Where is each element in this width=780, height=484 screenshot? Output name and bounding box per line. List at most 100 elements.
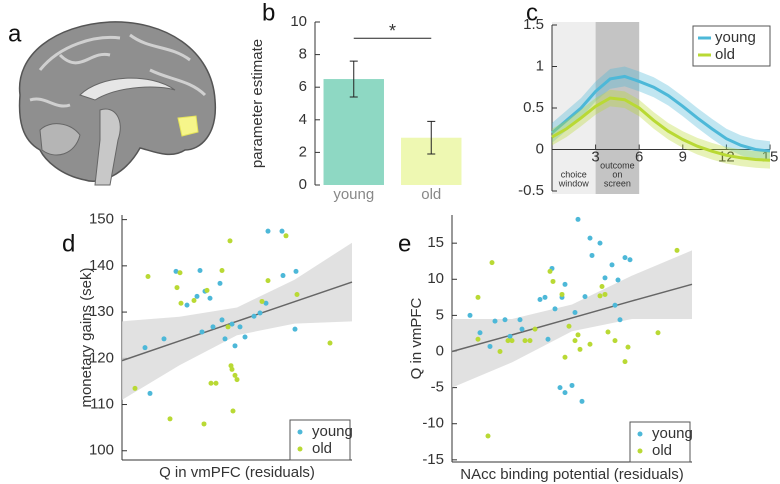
legend-swatch [637,448,643,454]
panel-label: b [262,0,275,26]
point [505,338,511,344]
point [566,323,572,329]
legend-swatch [637,431,643,437]
point [219,267,225,273]
point [572,310,578,315]
legend-swatch [297,429,303,435]
point [562,281,568,287]
point [197,267,203,273]
point [487,343,493,349]
point [602,275,608,281]
point [597,293,603,299]
point [519,326,525,332]
point [517,317,523,323]
point [229,321,235,327]
time-window-label: outcome [600,160,635,170]
point [587,341,593,347]
point [167,416,173,422]
point [497,349,503,354]
point [232,372,238,378]
x-axis-label: NAcc binding potential (residuals) [460,466,683,483]
point [213,380,219,386]
point [227,238,233,244]
series-line [551,96,771,162]
point [237,324,243,330]
point [177,270,183,276]
point [609,262,615,268]
point [559,291,565,297]
point [587,235,593,241]
point [161,336,167,342]
y-tick-label: 15 [427,234,444,251]
point [562,390,568,396]
point [582,294,588,300]
point [219,317,225,323]
brain-image [18,21,217,186]
time-window-label: on [612,169,622,179]
point [475,336,481,342]
y-tick-label: 0 [299,176,307,193]
legend-label: young [312,423,353,440]
point [612,338,618,344]
x-tick-label: old [421,186,441,203]
time-window-label: screen [604,178,631,188]
point [542,294,548,300]
point [230,408,236,414]
point [280,273,286,279]
point [475,294,481,300]
x-tick-label: 3 [591,148,599,165]
annotation: * [389,21,396,41]
legend-box [629,421,691,463]
time-window [595,22,640,194]
y-tick-label: 100 [89,442,114,459]
legend-label: young [715,29,756,46]
error-bar [349,60,358,98]
point [532,326,538,332]
point [605,329,611,335]
panel-label: d [62,230,75,257]
point [550,278,556,284]
point [467,312,473,318]
y-tick-label: -10 [422,415,444,432]
point [577,346,583,352]
point [199,329,205,335]
y-axis-label: Q in vmPFC [408,298,425,380]
point [217,280,223,286]
point [222,336,228,342]
legend-label: old [652,442,672,459]
point [599,284,605,289]
point [572,338,578,344]
point [132,385,138,391]
x-axis-label: Q in vmPFC (residuals) [159,464,315,481]
legend-box [289,419,351,461]
point [194,293,200,299]
y-tick-label: 6 [299,78,307,95]
y-tick-label: 0 [536,140,544,157]
point [489,260,495,266]
y-tick-label: -15 [422,451,444,468]
point [232,343,238,349]
point [622,359,628,365]
y-tick-label: 1.5 [523,16,544,33]
point [208,380,214,386]
y-tick-label: 120 [89,349,114,366]
point [617,317,623,323]
point [279,228,285,234]
point [485,433,491,439]
point [545,336,551,342]
y-tick-label: 2 [299,143,307,160]
point [575,332,581,338]
point [293,268,299,274]
point [142,345,148,351]
point [191,298,197,304]
y-axis-label: monetary gains (sek) [78,267,95,407]
point [575,216,581,222]
point [527,338,533,344]
y-tick-label: 130 [89,303,114,320]
error-bar [427,120,436,155]
point [552,306,558,312]
point [507,333,513,339]
legend-swatch [297,446,303,452]
point [229,366,235,372]
